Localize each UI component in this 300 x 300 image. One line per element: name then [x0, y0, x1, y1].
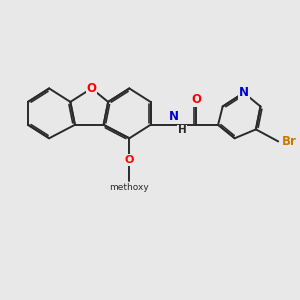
Text: O: O — [191, 93, 201, 106]
Text: Br: Br — [282, 135, 296, 148]
Text: methoxy: methoxy — [110, 183, 149, 192]
Text: N: N — [169, 110, 179, 122]
Text: O: O — [124, 155, 134, 165]
Text: N: N — [239, 86, 249, 99]
Text: O: O — [86, 82, 97, 95]
Text: H: H — [178, 125, 186, 135]
